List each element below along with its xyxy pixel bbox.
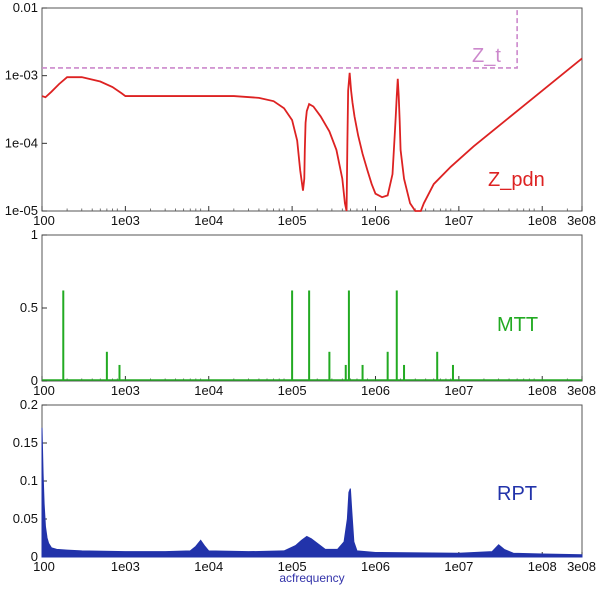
bar [361, 364, 364, 381]
bar [451, 364, 454, 381]
x-tick-label: 3e08 [567, 559, 596, 574]
x-tick-label: 1e04 [194, 213, 223, 228]
x-tick-label: 1e05 [278, 213, 307, 228]
y-tick-label: 0.5 [20, 300, 38, 315]
bar [328, 351, 331, 381]
x-tick-label: 1e06 [361, 383, 390, 398]
series-label-mtt: MTT [497, 314, 538, 336]
x-tick-label: 1e07 [444, 383, 473, 398]
plot-area [41, 7, 583, 212]
x-axis-label: acfrequency [279, 571, 344, 585]
series-label-rpt: RPT [497, 483, 537, 505]
bar [308, 290, 311, 381]
bar [403, 364, 406, 381]
bar [395, 290, 398, 381]
y-tick-label: 1e-05 [5, 203, 38, 218]
x-tick-label: 1e04 [194, 383, 223, 398]
x-tick-label: 1e05 [278, 559, 307, 574]
x-tick-label: 1e03 [111, 559, 140, 574]
bar [118, 364, 121, 381]
y-tick-label: 1e-04 [5, 135, 38, 150]
y-tick-label: 0.05 [13, 511, 38, 526]
rpt-panel: 100 1e03 1e04 1e05 1e06 1e07 1e08 3e08 0.2 0.15 0.… [13, 397, 596, 585]
bar [347, 290, 350, 381]
x-tick-label: 3e08 [567, 213, 596, 228]
bar [344, 364, 347, 381]
x-tick-label: 100 [33, 213, 55, 228]
x-tick-label: 100 [33, 559, 55, 574]
y-tick-label: 0.1 [20, 473, 38, 488]
y-tick-label: 1 [31, 227, 38, 242]
x-tick-label: 1e03 [111, 213, 140, 228]
impedance-panel: 100 1e03 1e04 1e05 1e06 1e07 1e08 3e08 0.01 1e-03… [5, 0, 596, 228]
x-tick-label: 1e08 [528, 559, 557, 574]
y-tick-label: 0 [31, 373, 38, 388]
bar [105, 351, 108, 381]
y-tick-label: 0 [31, 549, 38, 564]
x-tick-label: 1e05 [278, 383, 307, 398]
series-label-z-t: Z_t [472, 45, 501, 67]
x-tick-label: 1e08 [528, 213, 557, 228]
x-tick-label: 1e07 [444, 213, 473, 228]
bar [386, 351, 389, 381]
x-tick-label: 1e04 [194, 559, 223, 574]
series-area-rpt [41, 427, 583, 558]
bar [62, 290, 65, 381]
plot-area [41, 404, 583, 558]
x-tick-label: 1e06 [361, 213, 390, 228]
series-line-z-t [42, 8, 518, 69]
x-tick-label: 1e06 [361, 559, 390, 574]
plot-area [41, 234, 583, 382]
series-line-z-pdn [41, 57, 583, 212]
x-tick-label: 100 [33, 383, 55, 398]
mtt-panel: 100 1e03 1e04 1e05 1e06 1e07 1e08 3e08 1 0.5 0 MTT [20, 227, 596, 398]
x-tick-label: 1e07 [444, 559, 473, 574]
y-tick-label: 0.01 [13, 0, 38, 15]
y-tick-label: 0.2 [20, 397, 38, 412]
y-tick-label: 0.15 [13, 435, 38, 450]
bar [291, 290, 294, 381]
x-tick-label: 1e08 [528, 383, 557, 398]
x-tick-label: 3e08 [567, 383, 596, 398]
x-tick-label: 1e03 [111, 383, 140, 398]
bar [436, 351, 439, 381]
series-label-z-pdn: Z_pdn [488, 169, 545, 191]
y-tick-label: 1e-03 [5, 68, 38, 83]
